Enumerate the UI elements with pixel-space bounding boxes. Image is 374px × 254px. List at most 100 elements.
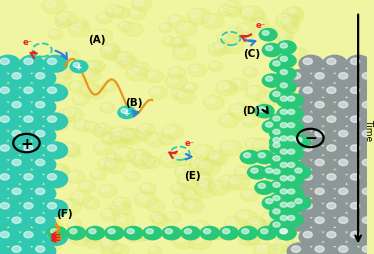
Circle shape: [370, 171, 374, 188]
Circle shape: [273, 169, 280, 174]
Circle shape: [98, 158, 117, 171]
Circle shape: [50, 31, 56, 36]
Circle shape: [56, 110, 75, 123]
Circle shape: [280, 97, 288, 102]
Circle shape: [43, 171, 68, 188]
Circle shape: [270, 114, 289, 128]
Circle shape: [269, 117, 276, 122]
Circle shape: [270, 154, 289, 167]
Circle shape: [59, 199, 81, 215]
Circle shape: [110, 126, 133, 142]
Circle shape: [200, 162, 211, 169]
Circle shape: [51, 180, 59, 185]
Circle shape: [245, 13, 258, 22]
Circle shape: [105, 227, 124, 240]
Circle shape: [123, 100, 130, 105]
Circle shape: [119, 22, 133, 33]
Circle shape: [277, 187, 296, 200]
Circle shape: [248, 237, 254, 241]
Circle shape: [36, 73, 45, 80]
Circle shape: [277, 81, 296, 94]
Circle shape: [282, 89, 296, 99]
Circle shape: [277, 134, 296, 147]
Circle shape: [120, 57, 138, 70]
Circle shape: [279, 188, 298, 201]
Circle shape: [257, 169, 275, 182]
Circle shape: [186, 84, 192, 89]
Circle shape: [80, 69, 101, 83]
Circle shape: [270, 192, 288, 204]
Circle shape: [24, 117, 33, 123]
Circle shape: [104, 243, 113, 250]
Circle shape: [253, 13, 260, 18]
Circle shape: [151, 89, 159, 94]
Circle shape: [0, 114, 20, 130]
Circle shape: [232, 80, 240, 86]
Circle shape: [20, 171, 44, 188]
Circle shape: [114, 134, 122, 140]
Circle shape: [260, 171, 267, 177]
Circle shape: [83, 85, 92, 92]
Circle shape: [48, 213, 62, 223]
Circle shape: [160, 153, 182, 168]
Circle shape: [96, 144, 105, 150]
Text: +: +: [123, 108, 131, 118]
Circle shape: [150, 212, 166, 224]
Circle shape: [221, 177, 231, 184]
Circle shape: [67, 220, 82, 230]
Circle shape: [115, 9, 123, 14]
Circle shape: [224, 36, 239, 46]
Circle shape: [280, 202, 288, 208]
Circle shape: [8, 157, 32, 173]
Circle shape: [272, 194, 280, 199]
Circle shape: [140, 125, 147, 131]
Circle shape: [128, 233, 135, 237]
Circle shape: [36, 160, 45, 166]
Circle shape: [173, 45, 196, 61]
Circle shape: [0, 229, 20, 245]
Circle shape: [262, 120, 281, 134]
Circle shape: [226, 37, 232, 42]
Circle shape: [295, 168, 302, 173]
Circle shape: [208, 181, 230, 196]
Circle shape: [109, 132, 132, 147]
Circle shape: [89, 88, 98, 94]
Circle shape: [170, 17, 178, 23]
Circle shape: [47, 88, 56, 94]
Circle shape: [362, 160, 371, 166]
Circle shape: [0, 174, 9, 180]
Circle shape: [272, 213, 280, 219]
Circle shape: [121, 99, 137, 109]
Circle shape: [240, 151, 259, 164]
Circle shape: [247, 217, 266, 230]
Circle shape: [204, 16, 215, 23]
Circle shape: [116, 215, 126, 222]
Circle shape: [73, 193, 83, 199]
Circle shape: [288, 176, 295, 181]
Circle shape: [275, 132, 285, 138]
Circle shape: [130, 10, 138, 15]
Circle shape: [276, 30, 293, 42]
Circle shape: [273, 138, 280, 143]
Circle shape: [72, 94, 89, 106]
Circle shape: [197, 179, 215, 192]
Circle shape: [208, 228, 224, 240]
Circle shape: [288, 163, 295, 168]
Circle shape: [114, 52, 135, 66]
Circle shape: [220, 34, 227, 39]
Circle shape: [0, 243, 9, 254]
Circle shape: [216, 81, 238, 97]
Circle shape: [257, 227, 277, 240]
Circle shape: [62, 51, 79, 64]
Circle shape: [284, 91, 290, 95]
Circle shape: [148, 246, 162, 254]
Circle shape: [31, 70, 56, 87]
Circle shape: [230, 177, 240, 184]
Circle shape: [362, 131, 371, 137]
Circle shape: [48, 30, 63, 40]
Circle shape: [229, 104, 251, 119]
Circle shape: [270, 136, 289, 149]
Circle shape: [268, 46, 276, 52]
Circle shape: [150, 247, 156, 252]
Circle shape: [277, 161, 296, 174]
